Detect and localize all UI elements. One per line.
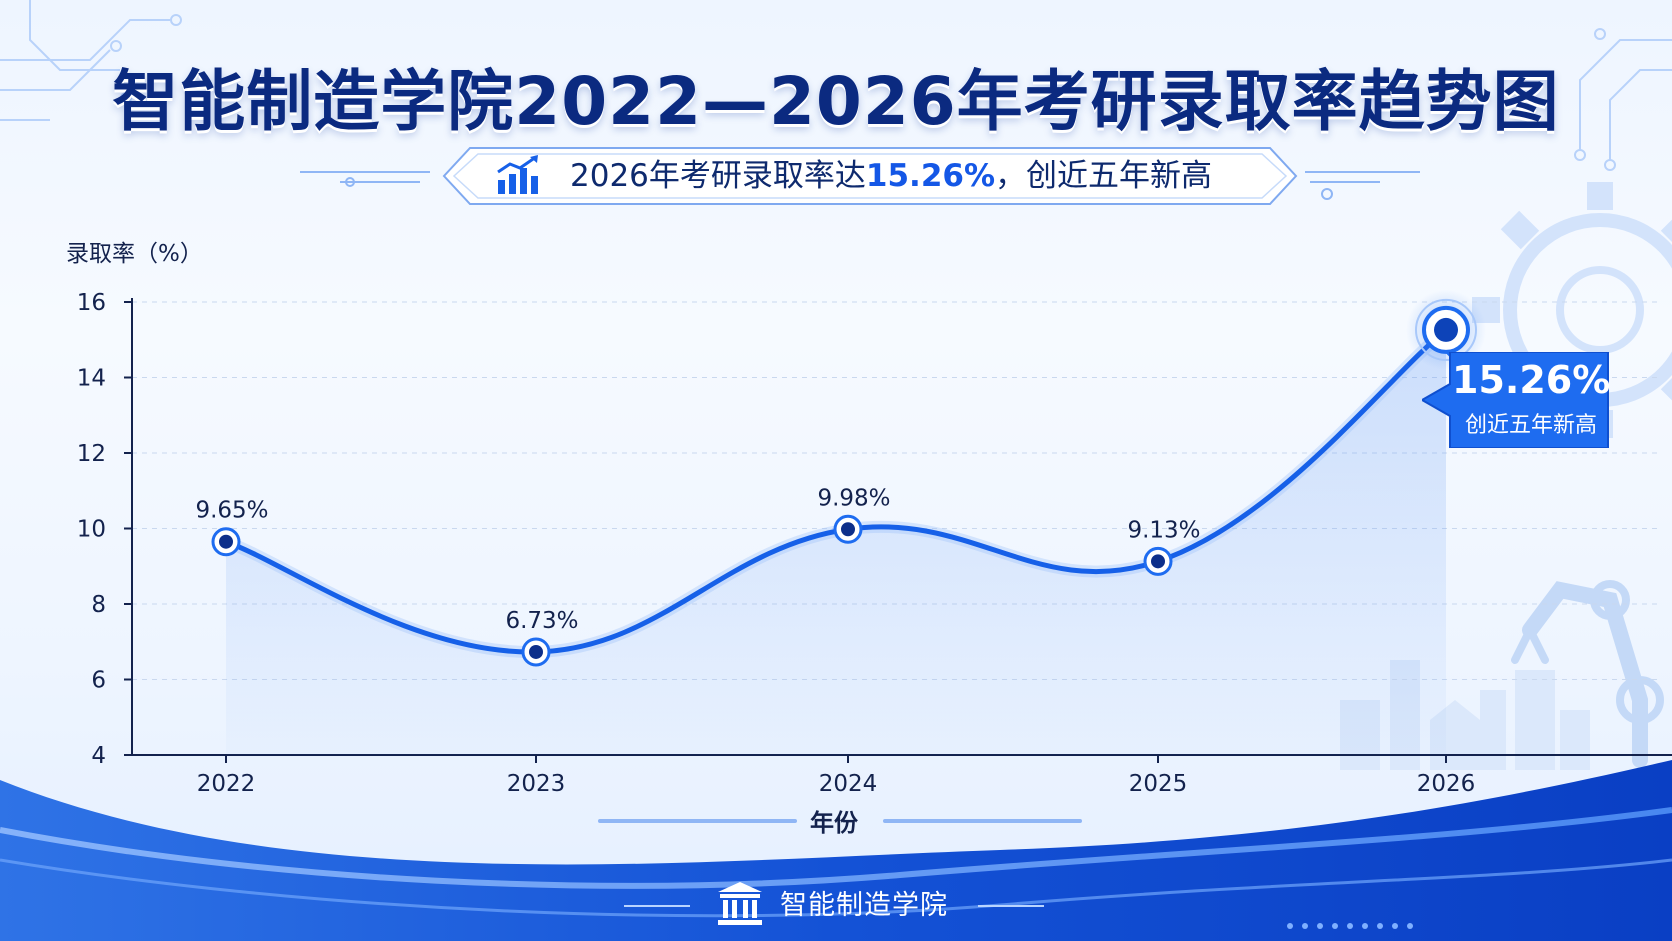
data-point [529,644,543,659]
y-tick-label: 12 [77,441,106,467]
subtitle-suffix: ，创近五年新高 [995,158,1213,194]
label-layer: 9.65% 6.73% 9.98% 9.13% [195,485,1200,634]
series-area [226,329,1446,755]
subtitle-text: 2026年考研录取率达15.26%，创近五年新高 [570,146,1212,206]
data-label: 9.98% [817,485,890,511]
page-title: 智能制造学院2022—2026年考研录取率趋势图 [112,63,1560,140]
x-axis-label: 年份 [810,809,858,837]
x-tick-label: 2022 [197,771,256,797]
y-tick-label: 14 [77,366,106,392]
x-tick-label: 2023 [507,771,566,797]
subtitle-highlight: 15.26% [865,158,996,194]
y-axis-label: 录取率（%） [66,241,203,267]
x-tick-label: 2026 [1417,771,1476,797]
highlight-callout: 15.26% 创近五年新高 [1422,352,1612,448]
data-point [1434,317,1458,342]
data-label: 9.65% [195,498,268,524]
data-label: 9.13% [1127,517,1200,543]
subtitle-prefix: 2026年考研录取率达 [570,158,866,194]
y-tick-label: 8 [91,592,106,618]
callout-value: 15.26% [1452,358,1611,402]
data-point [1151,554,1165,569]
y-tick-label: 6 [91,668,106,694]
data-label: 6.73% [505,608,578,634]
callout-note: 创近五年新高 [1464,413,1597,438]
y-tick-label: 10 [77,517,106,543]
footer-school-name: 智能制造学院 [780,890,948,921]
area-layer [226,329,1446,755]
point-layer [211,289,1507,667]
data-point [219,534,233,549]
x-tick-label: 2024 [819,771,878,797]
x-tick-label: 2025 [1129,771,1188,797]
data-point [841,522,855,537]
y-tick-label: 4 [91,743,106,769]
y-tick-label: 16 [77,290,106,316]
